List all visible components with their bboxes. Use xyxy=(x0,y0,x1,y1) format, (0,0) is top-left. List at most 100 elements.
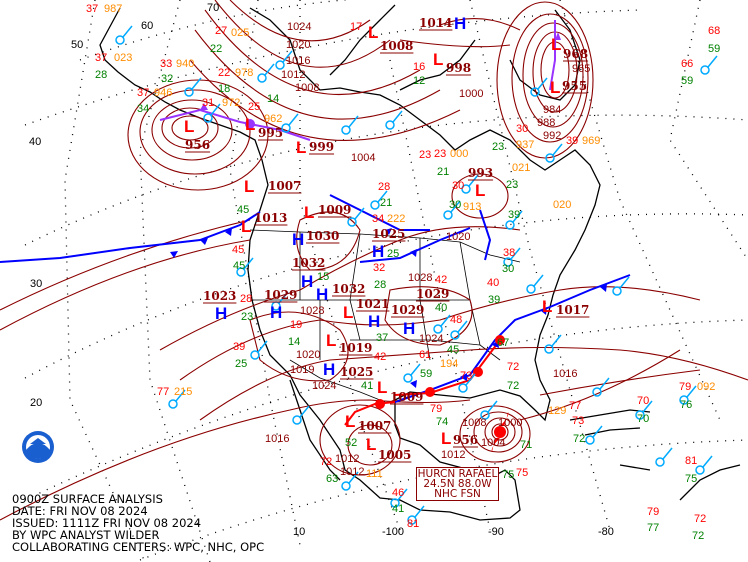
station-circle-icon xyxy=(275,60,285,70)
pressure-value: 020 xyxy=(553,199,571,211)
dewpoint-value: 23 xyxy=(492,141,504,153)
dewpoint-value: 15 xyxy=(317,271,329,283)
wind-barb-icon xyxy=(278,291,289,304)
wind-barb-icon xyxy=(243,257,254,270)
station-circle-icon xyxy=(450,330,460,340)
center-pressure-value: 1017 xyxy=(556,303,589,317)
temperature-value: 46 xyxy=(392,487,404,499)
pressure-value: 940 xyxy=(176,58,194,70)
center-pressure-value: 1025 xyxy=(372,227,405,241)
pressure-value: 215 xyxy=(174,386,192,398)
station-circle-icon xyxy=(236,267,246,277)
temperature-value: 27 xyxy=(215,25,227,37)
low-pressure-center: L xyxy=(296,138,306,157)
wind-barb-icon xyxy=(288,113,299,126)
isobar-label: 1019 xyxy=(290,364,314,376)
center-pressure-value: 1009 xyxy=(390,390,423,404)
center-pressure-value: 1029 xyxy=(391,303,424,317)
center-pressure-value: 1005 xyxy=(378,448,411,462)
temperature-value: 37 xyxy=(137,87,149,99)
dewpoint-value: 23 xyxy=(241,311,253,323)
temperature-value: 23 xyxy=(434,148,446,160)
station-circle-icon xyxy=(700,65,710,75)
isobar-label: 1016 xyxy=(286,55,310,67)
dewpoint-value: 14 xyxy=(267,93,279,105)
political-borders xyxy=(249,229,521,403)
isobar-label: 1012 xyxy=(281,69,305,81)
cold-front xyxy=(359,227,471,263)
low-pressure-center: L xyxy=(542,297,552,316)
dewpoint-value: 75 xyxy=(685,473,697,485)
wind-station-markers xyxy=(115,25,718,525)
center-pressure-value: 1008 xyxy=(380,39,413,53)
high-pressure-center: H xyxy=(403,319,415,338)
wind-barb-icon xyxy=(487,400,498,413)
temperature-value: 28 xyxy=(378,181,390,193)
isobar-label: 1008 xyxy=(295,82,319,94)
center-pressure-value: 993 xyxy=(468,166,493,180)
hurricane-source: NHC FSN xyxy=(434,488,481,500)
station-circle-icon xyxy=(341,481,351,491)
dewpoint-value: 39 xyxy=(508,209,520,221)
temperature-value: 31 xyxy=(202,97,214,109)
low-pressure-center: L xyxy=(184,117,194,136)
low-pressure-center: L xyxy=(304,203,314,222)
dewpoint-value: 67 xyxy=(497,337,509,349)
wind-barb-icon xyxy=(686,385,697,398)
high-pressure-center: H xyxy=(270,303,282,322)
dewpoint-value: 45 xyxy=(447,344,459,356)
dewpoint-value: 75 xyxy=(502,469,514,481)
isobar-label: 1016 xyxy=(553,368,577,380)
isobar-label: 1000 xyxy=(498,417,522,429)
station-circle-icon xyxy=(281,123,291,133)
grid-label: -90 xyxy=(488,526,504,538)
dewpoint-value: 28 xyxy=(374,279,386,291)
isobar-label: 1020 xyxy=(296,349,320,361)
center-pressure-value: 998 xyxy=(446,61,471,75)
station-circle-icon xyxy=(203,113,213,123)
wind-barb-icon xyxy=(552,143,563,156)
caption-analyst: BY WPC ANALYST WILDER xyxy=(12,528,160,542)
station-circle-icon xyxy=(407,515,417,525)
dewpoint-value: 34 xyxy=(137,103,149,115)
wind-barb-icon xyxy=(348,115,359,128)
station-circle-icon xyxy=(458,383,468,393)
high-pressure-center: H xyxy=(372,242,384,261)
isobar-label: 1004 xyxy=(481,437,505,449)
temperature-value: 79 xyxy=(679,381,691,393)
center-pressure-value: 1030 xyxy=(306,229,339,243)
isobar-label: 992 xyxy=(543,130,561,142)
dewpoint-value: 23 xyxy=(506,179,518,191)
grid-label: 20 xyxy=(30,397,42,409)
low-pressure-center: L xyxy=(551,35,561,54)
grid-label: -80 xyxy=(598,526,614,538)
dewpoint-value: 41 xyxy=(392,503,404,515)
grid-label: 50 xyxy=(71,39,83,51)
temperature-value: 81 xyxy=(685,455,697,467)
grid-label: 30 xyxy=(30,278,42,290)
cold-front xyxy=(329,194,430,231)
low-pressure-center: L xyxy=(368,23,378,42)
hurricane-symbol xyxy=(491,412,509,452)
dewpoint-value: 12 xyxy=(413,75,425,87)
low-pressure-center: L xyxy=(550,78,560,97)
wind-barb-icon xyxy=(457,320,468,333)
wind-barb-icon xyxy=(619,276,630,289)
wind-barb-icon xyxy=(210,103,221,116)
isobar-labels: 1024102010161012100810049659849889921000… xyxy=(265,21,590,478)
center-pressure-value: 1032 xyxy=(332,282,365,296)
temperature-value: 16 xyxy=(413,61,425,73)
wind-barb-icon xyxy=(707,55,718,68)
pressure-value: 129 xyxy=(548,405,566,417)
temperature-value: 34 xyxy=(372,213,384,225)
grid-label: -100 xyxy=(382,526,404,538)
wind-barb-icon xyxy=(410,363,421,376)
temperature-value: 23 xyxy=(419,149,431,161)
wind-barb-icon xyxy=(510,247,521,260)
high-pressure-center: H xyxy=(368,312,380,331)
dewpoint-value: 72 xyxy=(507,380,519,392)
pressure-value: 962 xyxy=(264,113,282,125)
high-pressure-center: H xyxy=(292,230,304,249)
